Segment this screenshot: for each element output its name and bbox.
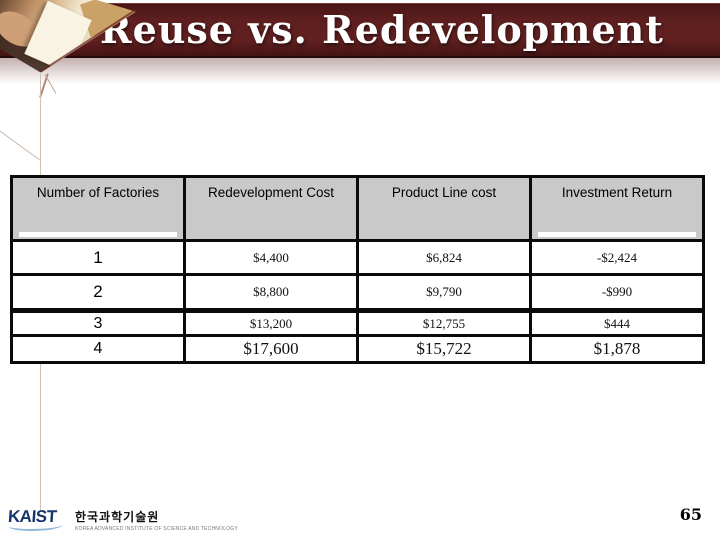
table-cell: $8,800: [183, 273, 359, 313]
kaist-logo: KAIST 한국과학기술원 KOREA ADVANCED INSTITUTE O…: [7, 507, 238, 533]
table-cell: $15,722: [356, 334, 532, 364]
header-label: Investment Return: [561, 185, 673, 200]
table-cell: 4: [10, 334, 186, 364]
kaist-korean-name: 한국과학기술원: [75, 510, 160, 524]
col-header-redevelopment-cost: Redevelopment Cost: [183, 175, 359, 242]
table-row: 1 $4,400 $6,824 -$2,424: [10, 239, 705, 276]
cost-comparison-table: Number of Factories Redevelopment Cost P…: [10, 175, 705, 364]
header-label: Product Line cost: [391, 185, 497, 200]
banner-shadow: [0, 58, 720, 84]
table-cell: 1: [10, 239, 186, 276]
header-highlight: [538, 232, 696, 237]
page-number: 65: [679, 505, 702, 524]
kaist-logo-mark: KAIST: [7, 507, 66, 533]
col-header-number-of-factories: Number of Factories: [10, 175, 186, 242]
slide-title: Reuse vs. Redevelopment: [100, 7, 664, 52]
table-cell: $444: [529, 309, 705, 337]
table-cell: $13,200: [183, 309, 359, 337]
header-label: Number of Factories: [36, 185, 160, 200]
kaist-logo-text: 한국과학기술원 KOREA ADVANCED INSTITUTE OF SCIE…: [75, 507, 238, 532]
header-highlight: [19, 232, 177, 237]
table-row: 3 $13,200 $12,755 $444: [10, 309, 705, 337]
table-cell: $4,400: [183, 239, 359, 276]
table-cell: $12,755: [356, 309, 532, 337]
table-cell: 3: [10, 309, 186, 337]
table-cell: $17,600: [183, 334, 359, 364]
header-label: Redevelopment Cost: [207, 185, 335, 200]
table-cell: -$2,424: [529, 239, 705, 276]
diagonal-guide-line: [0, 129, 41, 161]
kaist-swoosh-icon: [9, 520, 63, 531]
table-row: 4 $17,600 $15,722 $1,878: [10, 334, 705, 364]
table-cell: $9,790: [356, 273, 532, 313]
col-header-investment-return: Investment Return: [529, 175, 705, 242]
table-header-row: Number of Factories Redevelopment Cost P…: [10, 175, 705, 242]
col-header-product-line-cost: Product Line cost: [356, 175, 532, 242]
table-cell: 2: [10, 273, 186, 313]
table-cell: $1,878: [529, 334, 705, 364]
table-cell: $6,824: [356, 239, 532, 276]
table-cell: -$990: [529, 273, 705, 313]
table-row: 2 $8,800 $9,790 -$990: [10, 273, 705, 313]
kaist-english-subtitle: KOREA ADVANCED INSTITUTE OF SCIENCE AND …: [75, 526, 238, 532]
